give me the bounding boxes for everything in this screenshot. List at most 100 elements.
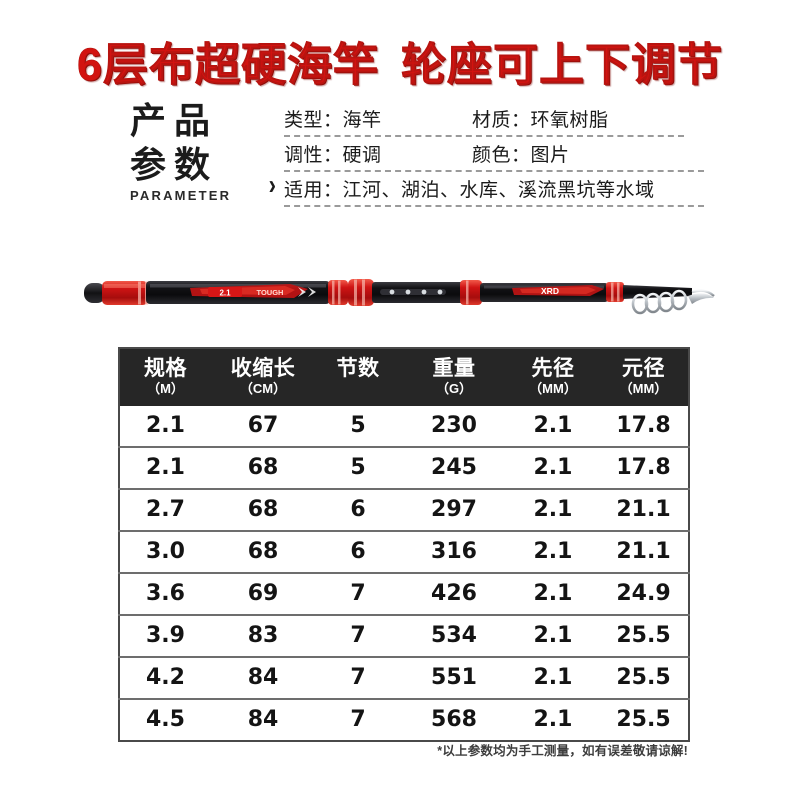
cell-weight: 426 (401, 571, 507, 615)
cell-sections: 5 (315, 405, 401, 447)
svg-text:XRD: XRD (541, 286, 559, 296)
cell-weight: 230 (401, 405, 507, 447)
cell-collapsed-length: 68 (211, 487, 315, 531)
column-header-collapsed-length-name: 收缩长 (230, 357, 296, 380)
rod-butt-grip (102, 281, 148, 305)
table-row: 4.5 84 7 568 2.1 25.5 (119, 697, 689, 741)
cell-size: 2.7 (119, 487, 211, 531)
column-header-weight-unit: （G） (435, 381, 473, 397)
parameter-row: 类型：海竿 材质：环氧树脂 (284, 102, 704, 135)
table-header-row: 规格 （M） 收缩长 （CM） 节数 重量 （G） 先径 （MM） (119, 348, 689, 406)
cell-tip-diameter: 2.1 (507, 445, 599, 489)
cell-collapsed-length: 69 (211, 571, 315, 615)
table-row: 2.1 68 5 245 2.1 17.8 (119, 445, 689, 489)
parameter-color: 颜色：图片 (472, 140, 570, 167)
product-image: 2.1 TOUGH (80, 258, 725, 340)
cell-sections: 7 (315, 655, 401, 699)
table-row: 2.7 68 6 297 2.1 21.1 (119, 487, 689, 531)
table-row: 4.2 84 7 551 2.1 25.5 (119, 655, 689, 699)
column-header-tip-diameter-name: 先径 (531, 357, 575, 380)
parameter-material-value: 环氧树脂 (530, 110, 609, 131)
parameter-action: 调性：硬调 (284, 140, 472, 167)
cell-sections: 5 (315, 445, 401, 489)
cell-collapsed-length: 83 (211, 613, 315, 657)
column-header-tip-diameter-unit: （MM） (529, 381, 577, 397)
table-body: 2.1 67 5 230 2.1 17.8 2.1 68 5 245 2.1 1… (119, 405, 689, 741)
cell-weight: 297 (401, 487, 507, 531)
divider-2 (284, 170, 704, 172)
cell-size: 2.1 (119, 405, 211, 447)
column-header-size-unit: （M） (147, 381, 184, 397)
column-header-sections-name: 节数 (336, 357, 380, 380)
cell-butt-diameter: 24.9 (599, 571, 689, 615)
cell-tip-diameter: 2.1 (507, 613, 599, 657)
column-header-butt-diameter-unit: （MM） (619, 381, 668, 397)
cell-size: 3.9 (119, 613, 211, 657)
column-header-collapsed-length-unit: （CM） (239, 381, 287, 397)
cell-collapsed-length: 84 (211, 655, 315, 699)
cell-butt-diameter: 25.5 (599, 613, 689, 657)
rod-butt-cap (84, 283, 106, 303)
cell-tip-diameter: 2.1 (507, 487, 599, 531)
table-row: 3.0 68 6 316 2.1 21.1 (119, 529, 689, 573)
parameter-action-value: 硬调 (342, 145, 382, 166)
cell-collapsed-length: 68 (211, 529, 315, 573)
cell-size: 4.5 (119, 697, 211, 741)
parameter-title-line2: 参数 (130, 143, 219, 185)
table-row: 2.1 67 5 230 2.1 17.8 (119, 405, 689, 447)
table-row: 3.9 83 7 534 2.1 25.5 (119, 613, 689, 657)
parameter-action-label: 调性： (284, 145, 343, 166)
cell-collapsed-length: 68 (211, 445, 315, 489)
cell-sections: 7 (315, 697, 401, 741)
parameter-usage-value: 江河、湖泊、水库、溪流黑坑等水域 (342, 180, 655, 201)
parameter-row: 适用：江河、湖泊、水库、溪流黑坑等水域 (284, 172, 704, 205)
column-header-size-name: 规格 (144, 357, 187, 380)
cell-sections: 6 (315, 487, 401, 531)
fishing-rod-illustration: 2.1 TOUGH (84, 279, 715, 315)
cell-weight: 568 (401, 697, 507, 741)
rod-blank-section-2: XRD (480, 283, 608, 302)
parameter-row: 调性：硬调 颜色：图片 (284, 137, 704, 170)
table-row: 3.6 69 7 426 2.1 24.9 (119, 571, 689, 615)
rod-ferrule (606, 282, 624, 302)
cell-butt-diameter: 25.5 (599, 697, 689, 741)
parameter-usage: 适用：江河、湖泊、水库、溪流黑坑等水域 (284, 175, 655, 202)
column-header-size: 规格 （M） (119, 348, 211, 406)
parameter-color-value: 图片 (530, 145, 570, 166)
parameter-color-label: 颜色： (472, 145, 531, 166)
cell-sections: 7 (315, 613, 401, 657)
cell-sections: 7 (315, 571, 401, 615)
cell-tip-diameter: 2.1 (507, 529, 599, 573)
column-header-sections: 节数 (315, 348, 401, 406)
headline-part-2: 轮座可上下调节 (401, 39, 724, 91)
svg-text:TOUGH: TOUGH (257, 288, 284, 297)
parameter-title-en: PARAMETER (130, 187, 232, 203)
divider-1 (284, 135, 684, 137)
table-footnote: *以上参数均为手工测量，如有误差敬请谅解! (437, 744, 688, 758)
column-header-collapsed-length: 收缩长 （CM） (211, 348, 315, 406)
column-header-butt-diameter-name: 元径 (622, 357, 665, 380)
parameter-block: 产品 参数 PARAMETER › 类型：海竿 材质：环氧树脂 调性：硬调 颜色… (130, 98, 704, 246)
specification-table: 规格 （M） 收缩长 （CM） 节数 重量 （G） 先径 （MM） (118, 347, 690, 742)
cell-butt-diameter: 25.5 (599, 655, 689, 699)
parameter-type: 类型：海竿 (284, 105, 472, 132)
cell-weight: 245 (401, 445, 507, 489)
column-header-weight: 重量 （G） (401, 348, 507, 406)
cell-butt-diameter: 17.8 (599, 405, 689, 447)
cell-collapsed-length: 67 (211, 405, 315, 447)
parameter-rows: 类型：海竿 材质：环氧树脂 调性：硬调 颜色：图片 适用：江河、湖泊、水库、溪流… (262, 98, 704, 207)
svg-text:2.1: 2.1 (219, 289, 231, 298)
rod-line-guides (631, 289, 715, 315)
cell-size: 4.2 (119, 655, 211, 699)
parameter-usage-label: 适用： (284, 180, 343, 201)
parameter-material-label: 材质： (472, 110, 531, 131)
cell-collapsed-length: 84 (211, 697, 315, 741)
cell-tip-diameter: 2.1 (507, 655, 599, 699)
cell-tip-diameter: 2.1 (507, 697, 599, 741)
cell-weight: 551 (401, 655, 507, 699)
cell-weight: 534 (401, 613, 507, 657)
column-header-butt-diameter: 元径 （MM） (599, 348, 689, 406)
column-header-tip-diameter: 先径 （MM） (507, 348, 599, 406)
cell-tip-diameter: 2.1 (507, 571, 599, 615)
cell-butt-diameter: 21.1 (599, 529, 689, 573)
